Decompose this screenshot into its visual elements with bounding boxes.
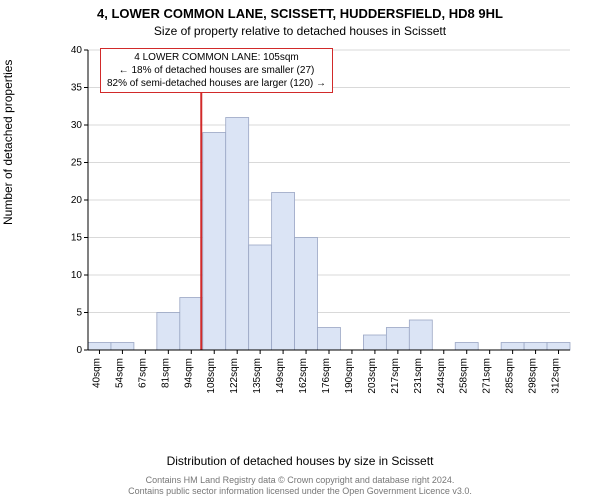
- svg-text:285sqm: 285sqm: [505, 358, 516, 394]
- svg-text:35: 35: [71, 83, 83, 94]
- svg-text:122sqm: 122sqm: [229, 358, 240, 394]
- svg-text:312sqm: 312sqm: [551, 358, 562, 394]
- svg-text:135sqm: 135sqm: [252, 358, 263, 394]
- svg-text:5: 5: [76, 308, 82, 319]
- svg-text:108sqm: 108sqm: [206, 358, 217, 394]
- svg-text:258sqm: 258sqm: [459, 358, 470, 394]
- x-axis-label: Distribution of detached houses by size …: [0, 454, 600, 468]
- chart-title-line1: 4, LOWER COMMON LANE, SCISSETT, HUDDERSF…: [0, 6, 600, 21]
- svg-text:217sqm: 217sqm: [390, 358, 401, 394]
- footer-line2: Contains public sector information licen…: [0, 486, 600, 498]
- svg-text:40sqm: 40sqm: [91, 358, 102, 388]
- svg-text:298sqm: 298sqm: [528, 358, 539, 394]
- svg-text:271sqm: 271sqm: [482, 358, 493, 394]
- annotation-line2: ← 18% of detached houses are smaller (27…: [107, 64, 326, 77]
- svg-text:10: 10: [71, 270, 83, 281]
- svg-text:20: 20: [71, 195, 83, 206]
- svg-text:67sqm: 67sqm: [137, 358, 148, 388]
- svg-text:54sqm: 54sqm: [114, 358, 125, 388]
- footer-attribution: Contains HM Land Registry data © Crown c…: [0, 475, 600, 498]
- svg-text:94sqm: 94sqm: [183, 358, 194, 388]
- svg-text:30: 30: [71, 120, 83, 131]
- annotation-line1: 4 LOWER COMMON LANE: 105sqm: [107, 51, 326, 64]
- annotation-line3: 82% of semi-detached houses are larger (…: [107, 77, 326, 90]
- annotation-box: 4 LOWER COMMON LANE: 105sqm ← 18% of det…: [100, 48, 333, 93]
- svg-text:190sqm: 190sqm: [344, 358, 355, 394]
- chart-plot-area: 0 5 10 15 20 25 30 35 40 40sqm 54sqm 67sqm 81sqm 94sq…: [58, 45, 578, 405]
- svg-text:231sqm: 231sqm: [413, 358, 424, 394]
- svg-text:40: 40: [71, 45, 83, 56]
- y-axis-label: Number of detached properties: [1, 60, 15, 225]
- svg-text:176sqm: 176sqm: [321, 358, 332, 394]
- footer-line1: Contains HM Land Registry data © Crown c…: [0, 475, 600, 487]
- chart-title-line2: Size of property relative to detached ho…: [0, 24, 600, 38]
- svg-text:81sqm: 81sqm: [160, 358, 171, 388]
- svg-text:149sqm: 149sqm: [275, 358, 286, 394]
- svg-text:203sqm: 203sqm: [367, 358, 378, 394]
- svg-text:15: 15: [71, 233, 83, 244]
- svg-text:162sqm: 162sqm: [298, 358, 309, 394]
- svg-text:0: 0: [76, 345, 82, 356]
- svg-text:244sqm: 244sqm: [436, 358, 447, 394]
- svg-text:25: 25: [71, 158, 83, 169]
